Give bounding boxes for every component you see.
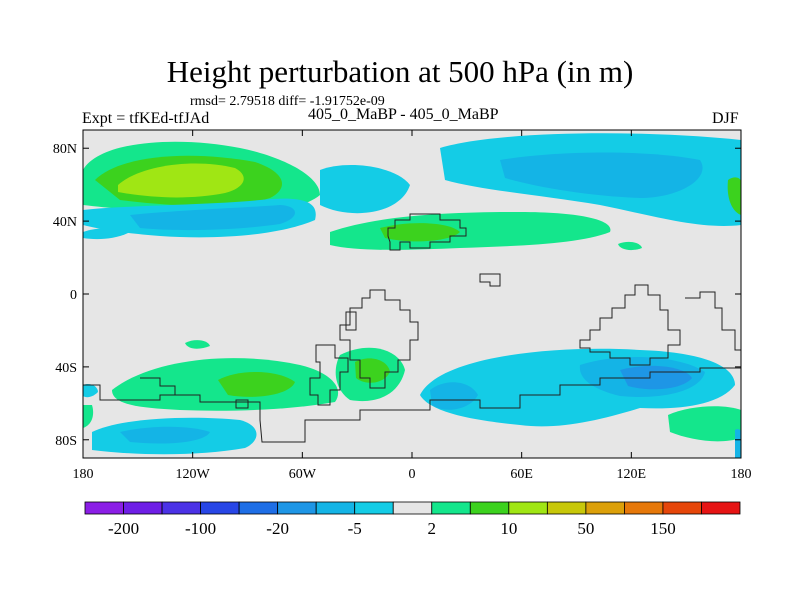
- field-region-arctic-east-core: [500, 152, 703, 198]
- x-tick-label: 60W: [289, 467, 317, 482]
- colorbar-swatch: [392, 501, 433, 515]
- field-region-40n-core: [380, 223, 460, 242]
- x-tick-label: 180: [73, 467, 94, 482]
- x-tick-label: 120W: [176, 467, 211, 482]
- colorbar-swatch: [315, 501, 356, 515]
- y-tick-label: 80S: [55, 434, 77, 449]
- colorbar-label: -20: [266, 519, 289, 538]
- colorbar-swatch: [161, 501, 201, 515]
- x-tick-label: 120E: [617, 467, 647, 482]
- center-label: 405_0_MaBP - 405_0_MaBP: [308, 106, 499, 123]
- field-region-southern-small: [185, 340, 210, 349]
- field-region-south-east-core: [735, 429, 741, 458]
- colorbar-swatch: [431, 501, 471, 515]
- stats-label: rmsd= 2.79518 diff= -1.91752e-09: [190, 94, 385, 109]
- colorbar-label: 150: [650, 519, 676, 538]
- colorbar-swatch: [354, 501, 394, 515]
- field-region-southern-core: [218, 371, 295, 397]
- colorbar-swatch: [84, 501, 124, 515]
- field-region-southern-mid-core: [355, 358, 390, 383]
- colorbar-label: 2: [428, 519, 437, 538]
- coastline-south-america: [309, 344, 349, 406]
- colorbar-swatch: [200, 501, 240, 515]
- colorbar-swatch: [585, 501, 625, 515]
- coastline-eurasia: [387, 213, 467, 251]
- colorbar-label: -100: [185, 519, 216, 538]
- x-tick-label: 60E: [510, 467, 533, 482]
- x-tick-label: 180: [731, 467, 752, 482]
- colorbar-swatch: [123, 501, 163, 515]
- y-tick-label: 0: [70, 288, 77, 303]
- field-region-arctic-siberia-core: [320, 165, 410, 214]
- x-tick-label: 0: [409, 467, 416, 482]
- coastline-africa: [339, 289, 419, 389]
- colorbar-swatch: [624, 501, 664, 515]
- y-tick-label: 40S: [55, 361, 77, 376]
- chart-title: Height perturbation at 500 hPa (in m): [166, 54, 634, 89]
- field-region-south-pacific-core: [120, 426, 210, 444]
- y-tick-label: 80N: [53, 142, 77, 157]
- coastline-outlines: [83, 213, 741, 443]
- colorbar-swatch: [662, 501, 702, 515]
- colorbar-swatch: [277, 501, 317, 515]
- field-region-south-west-low: [83, 383, 98, 398]
- field-region-south-small-low: [540, 365, 566, 378]
- coastline-madagascar: [345, 311, 357, 331]
- colorbar-swatch: [701, 501, 741, 515]
- field-region-arctic-west-core: [118, 163, 244, 198]
- field-region-south-indian-west: [430, 382, 478, 410]
- field-region-arctic-east-edge: [727, 177, 741, 215]
- coastline-australia: [579, 284, 681, 366]
- y-tick-label: 40N: [53, 215, 77, 230]
- colorbar-swatch: [546, 501, 587, 515]
- colorbar-swatch: [238, 501, 279, 515]
- experiment-label: Expt = tfKEd-tfJAd: [82, 110, 210, 127]
- coastline-new-zealand: [685, 291, 741, 351]
- colorbar-label: 50: [577, 519, 594, 538]
- field-region-south-west-high: [83, 405, 94, 428]
- coastline-antarctic-inner: [140, 377, 249, 409]
- colorbar-swatch: [508, 501, 548, 515]
- colorbar-label: -200: [108, 519, 139, 538]
- colorbar-label: 10: [500, 519, 517, 538]
- field-region-pacific-low-core: [130, 205, 295, 231]
- colorbar-label: -5: [348, 519, 362, 538]
- field-region-40n-west: [83, 228, 130, 240]
- season-label: DJF: [712, 110, 739, 127]
- colorbar-swatch: [469, 501, 510, 515]
- field-region-40n-small: [618, 241, 642, 251]
- field-region-south-east-high: [668, 406, 741, 442]
- coastline-island-small: [479, 273, 501, 287]
